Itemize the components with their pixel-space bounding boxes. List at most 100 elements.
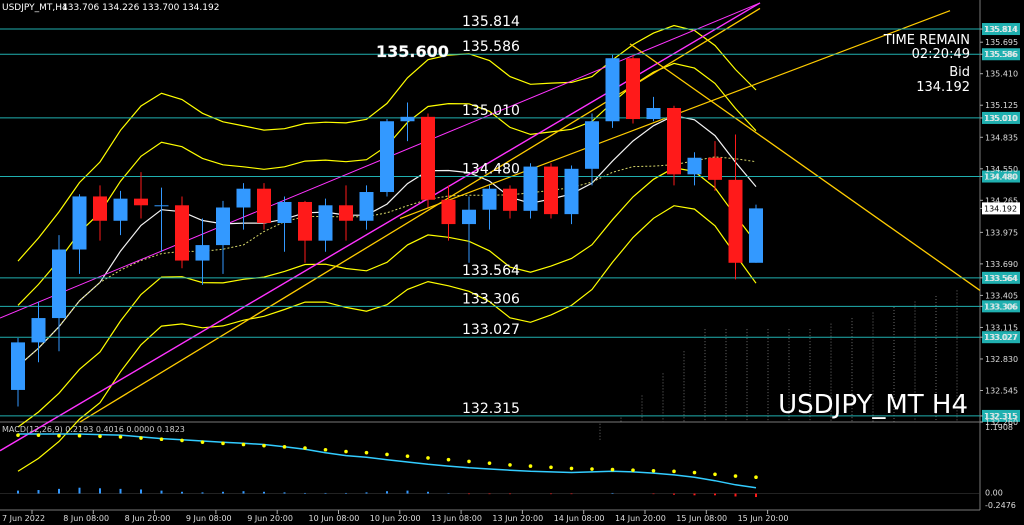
price-tick-label: 134.550: [985, 165, 1018, 174]
time-tick-label: 7 Jun 2022: [2, 514, 45, 523]
candle-body: [257, 188, 271, 223]
level-axis-tag-text: 135.814: [984, 25, 1017, 34]
macd-signal-dot: [303, 446, 307, 450]
macd-signal-dot: [610, 467, 615, 472]
candle-body: [523, 166, 538, 211]
candle-body: [195, 245, 210, 261]
macd-signal-dot: [446, 457, 451, 462]
price-tick-label: 134.480: [985, 173, 1018, 182]
price-tick-label: 134.265: [985, 196, 1018, 205]
macd-signal-dot: [364, 450, 369, 455]
price-tick-label: 132.830: [985, 355, 1018, 364]
level-axis-tag-text: 133.027: [984, 333, 1017, 342]
price-tick-label: 132.260: [985, 418, 1018, 427]
level-axis-tag-text: 134.480: [984, 173, 1017, 182]
price-tick-label: 133.975: [985, 228, 1018, 237]
macd-signal-dot: [180, 438, 184, 443]
price-tick-label: 135.586: [985, 50, 1018, 59]
candle-body: [626, 58, 640, 120]
candle-body: [708, 157, 722, 180]
macd-signal-dot: [57, 433, 61, 438]
moving-average-slow: [17, 156, 757, 367]
candle-body: [421, 116, 435, 200]
macd-signal-dot: [754, 475, 758, 479]
macd-signal-dot: [631, 468, 635, 472]
candle-body: [11, 342, 25, 390]
macd-signal-dot: [672, 469, 676, 474]
macd-signal-dot: [200, 440, 205, 444]
time-tick-label: 15 Jun 20:00: [738, 514, 789, 523]
macd-signal-dot: [282, 445, 287, 449]
level-axis-tag: [982, 111, 1020, 124]
candle-body: [339, 205, 353, 221]
candle-body: [564, 168, 579, 215]
level-axis-tag: [982, 331, 1020, 344]
highlight-price-label: 135.600: [376, 42, 449, 61]
candle-body: [31, 318, 46, 343]
price-tick-label: 135.010: [985, 114, 1018, 123]
candle-body: [605, 58, 620, 122]
candle-body: [52, 249, 66, 319]
macd-signal-dot: [733, 474, 738, 478]
price-tick-label: 133.690: [985, 260, 1018, 269]
macd-axis-label: 1.1908: [985, 423, 1013, 432]
time-tick-label: 8 Jun 20:00: [125, 514, 171, 523]
level-axis-tag: [982, 23, 1020, 36]
price-tick-label: 135.125: [985, 101, 1018, 110]
time-tick-label: 9 Jun 08:00: [186, 514, 232, 523]
time-tick-label: 8 Jun 08:00: [63, 514, 109, 523]
macd-signal-dot: [77, 433, 82, 438]
time-tick-label: 10 Jun 08:00: [309, 514, 360, 523]
price-tick-label: 134.835: [985, 133, 1018, 142]
macd-signal-dot: [98, 434, 102, 439]
macd-signal-dot: [323, 447, 328, 452]
candle-body: [359, 192, 374, 221]
level-axis-tag-text: 133.306: [984, 302, 1017, 311]
candle-body: [503, 188, 517, 211]
horizontal-levels[interactable]: 135.814 135.814 135.586 135.586 135.010 135.0…: [0, 14, 1020, 422]
symbol-timeframe: USDJPY_MT,H4: [2, 3, 68, 13]
candle-body: [441, 199, 456, 225]
candle-body: [380, 121, 394, 193]
price-tick-label: 133.115: [985, 323, 1018, 332]
candle-body: [749, 208, 763, 263]
candle-body: [154, 205, 169, 207]
moving-average-fast: [17, 114, 757, 367]
level-label: 135.586: [462, 39, 520, 55]
level-axis-tag-text: 135.010: [984, 114, 1017, 123]
price-axis: 135.814 135.695 135.586 135.410 135.125 135.0…: [980, 25, 1020, 427]
level-label: 135.814: [462, 14, 520, 30]
candle-body: [687, 157, 702, 175]
level-label: 133.306: [462, 291, 520, 307]
candle-body: [728, 179, 743, 263]
candle-body: [236, 188, 251, 208]
macd-signal-dot: [241, 442, 246, 447]
level-label: 135.010: [462, 103, 520, 119]
macd-signal-dot: [159, 437, 164, 442]
level-axis-tag: [982, 300, 1020, 313]
candle-body: [318, 205, 333, 241]
time-tick-label: 15 Jun 08:00: [676, 514, 727, 523]
macd-signal-dot: [528, 464, 533, 468]
level-axis-tag: [982, 48, 1020, 61]
candles: [11, 54, 763, 407]
macd-signal-dot: [569, 466, 574, 471]
macd-signal-dot: [713, 472, 717, 477]
candle-body: [544, 166, 558, 215]
macd-signal-dot: [344, 449, 348, 454]
level-label: 132.315: [462, 401, 520, 417]
candle-body: [277, 201, 292, 223]
candle-body: [72, 196, 87, 250]
level-axis-tag-text: 135.586: [984, 50, 1017, 59]
level-axis-tag: [982, 409, 1020, 422]
macd-signal-dot: [36, 433, 41, 437]
macd-signal-dot: [118, 435, 123, 439]
band-line: [17, 167, 757, 428]
candle-body: [298, 201, 312, 241]
macd-signal-dot: [508, 463, 512, 467]
macd-signal-dot: [590, 467, 594, 471]
band-line: [17, 205, 757, 472]
macd-axis-label: -0.2476: [985, 501, 1016, 510]
